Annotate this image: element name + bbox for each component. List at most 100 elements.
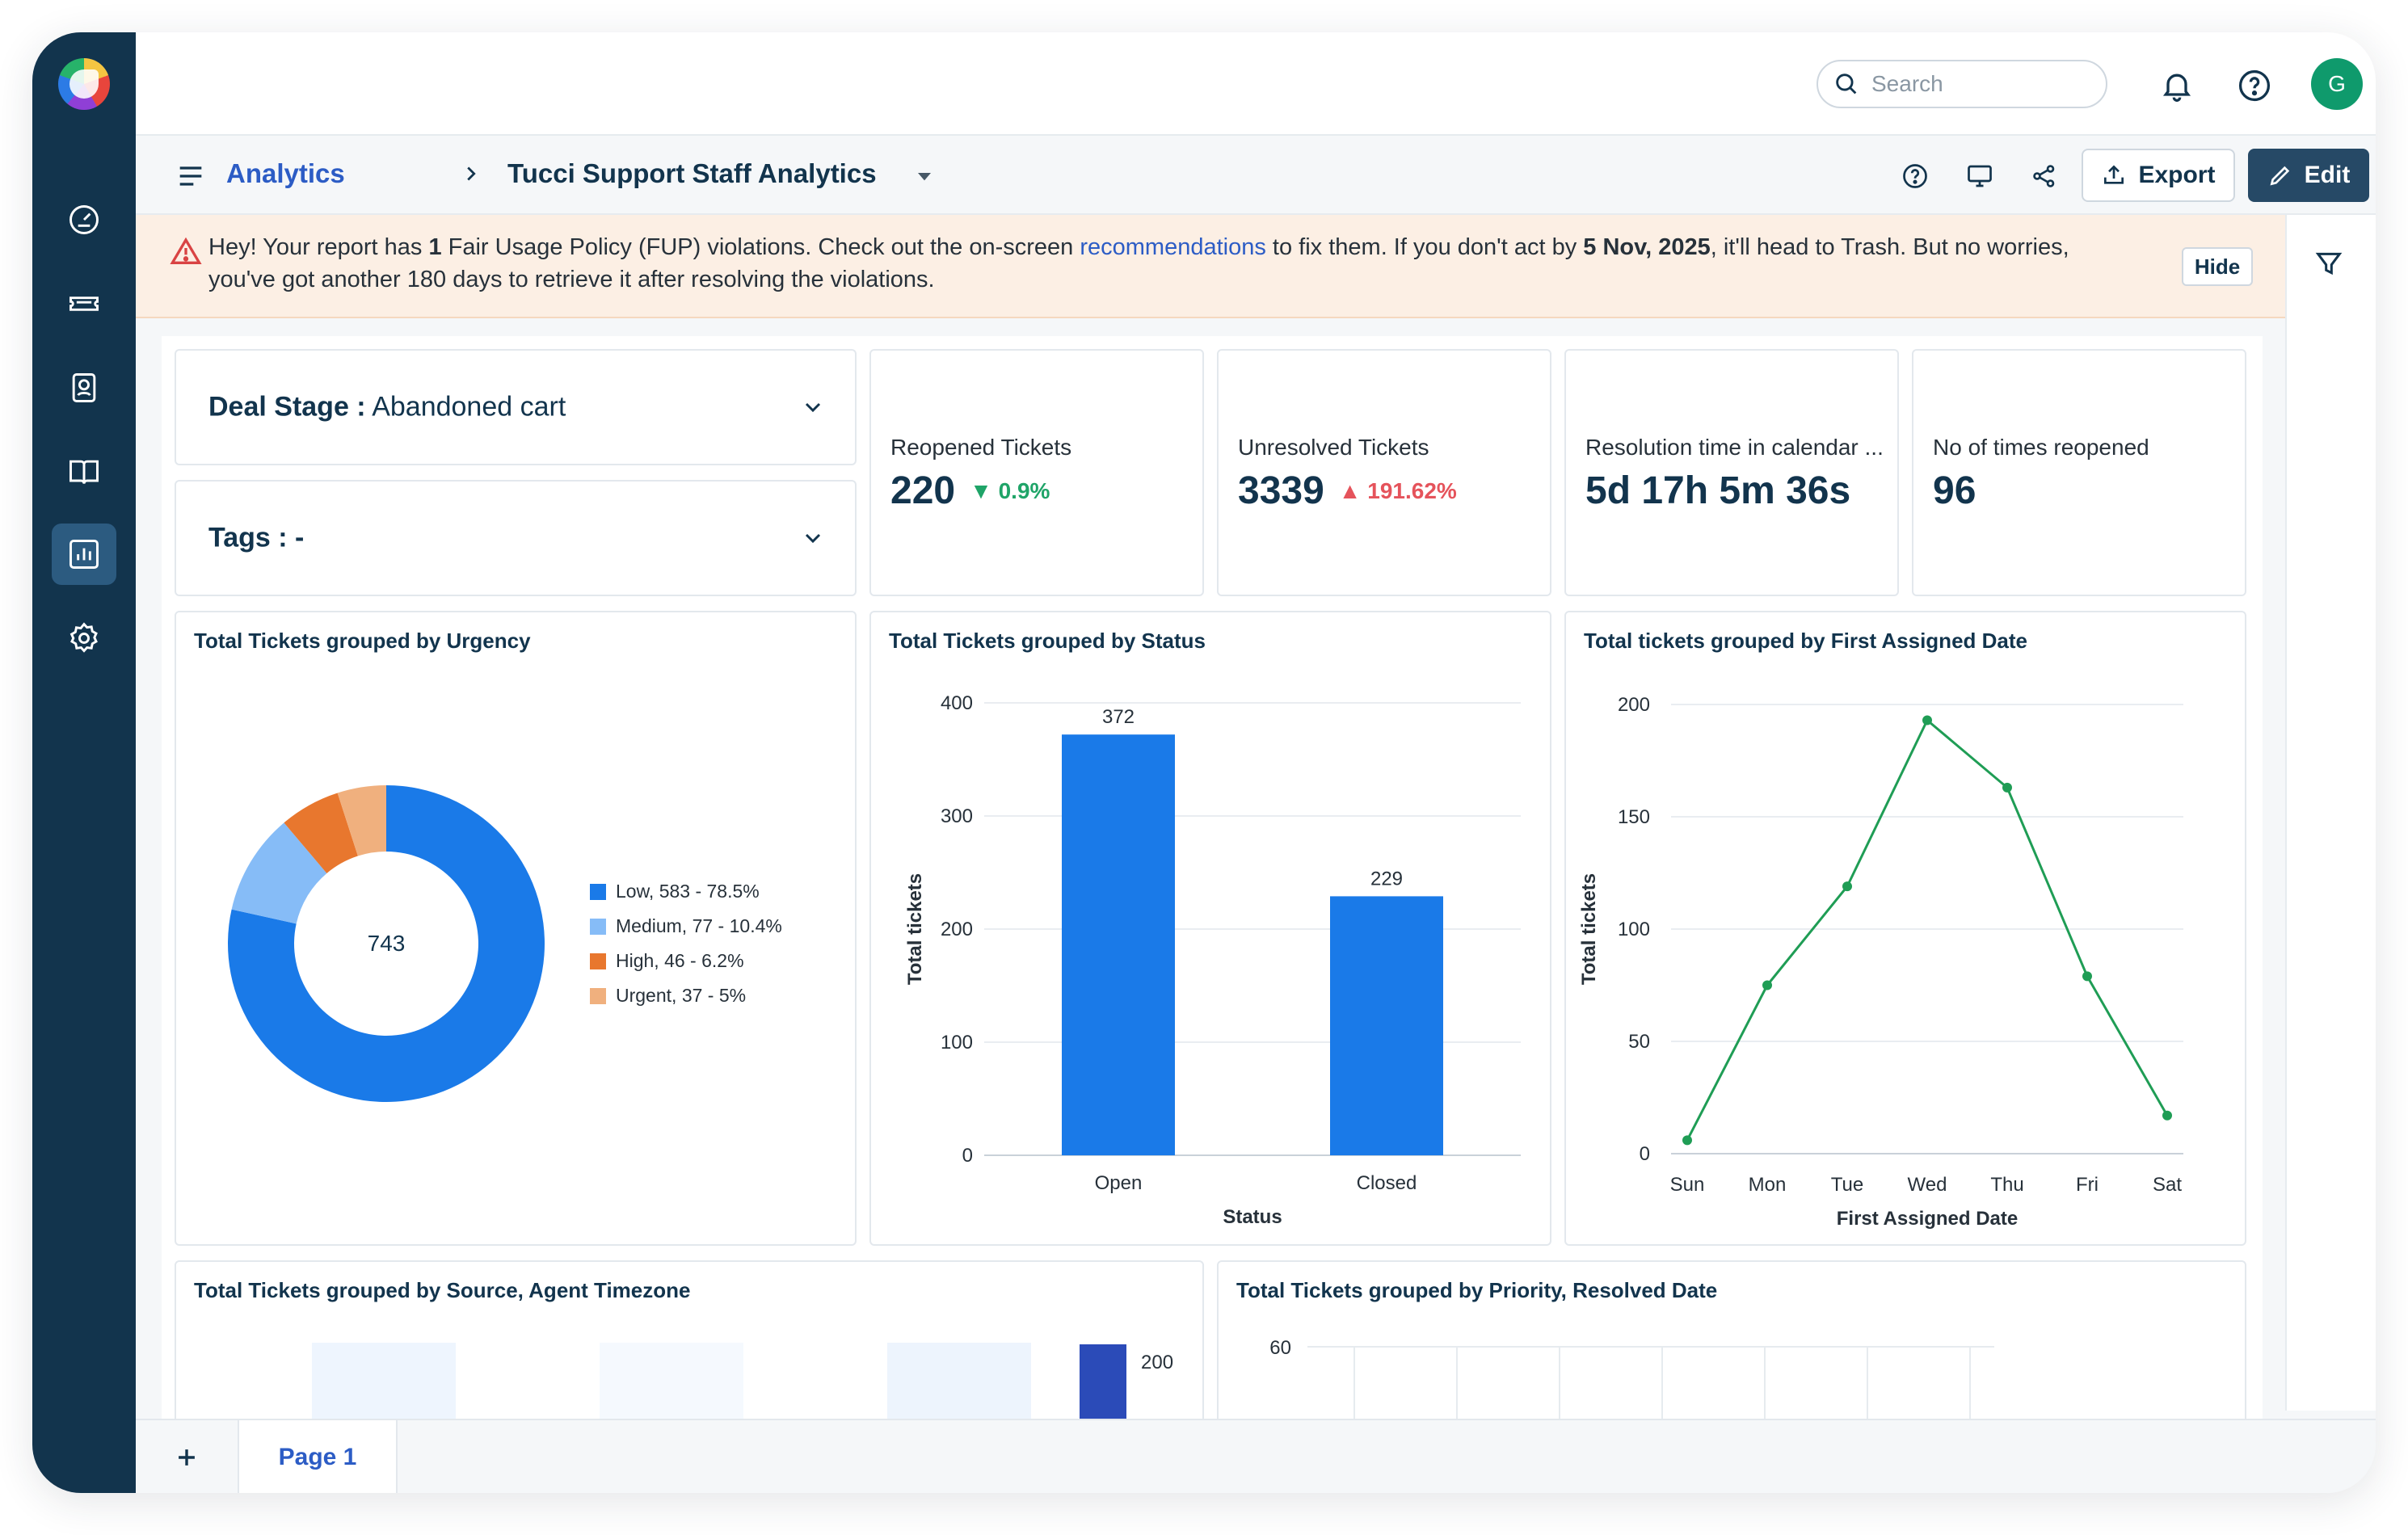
x-tick-label: Sun [1670,1174,1705,1196]
sidebar-item-dashboard[interactable] [52,189,116,250]
share-icon[interactable] [2030,162,2059,191]
legend-swatch [590,953,606,969]
kpi-delta: ▲ 191.62% [1338,478,1457,503]
legend-swatch [590,988,606,1004]
edit-button[interactable]: Edit [2248,149,2369,202]
legend-label: High, 46 - 6.2% [616,950,744,971]
y-tick-label: 60 [1269,1337,1291,1359]
speedometer-icon [69,205,99,234]
legend-swatch [590,919,606,935]
kpi-title: Resolution time in calendar ... [1585,435,1884,460]
tags-label: Tags : - [208,522,305,553]
heatmap-cell [312,1343,456,1419]
first-assigned-chart-card: Total tickets grouped by First Assigned … [1564,611,2246,1246]
contact-card-icon [72,373,96,402]
deal-stage-filter[interactable]: Deal Stage : Abandoned cart [175,349,857,465]
book-icon [69,460,99,484]
first-assigned-line-chart: 0 50 100 150 200 Sun Mon Tue Wed Thu Fri Sat First A… [1578,694,2183,1230]
color-scale-tick: 200 [1141,1352,1173,1373]
priority-resolved-chart: 60 [1269,1337,1994,1419]
sidebar-item-settings[interactable] [52,608,116,669]
hide-banner-button[interactable]: Hide [2182,247,2253,286]
x-tick-label: Tue [1831,1174,1863,1196]
chevron-down-icon [805,402,821,413]
chart-title: Total Tickets grouped by Status [889,629,1206,653]
y-tick-label: 150 [1618,806,1650,828]
x-tick-label: Closed [1357,1172,1417,1194]
plus-icon [179,1449,195,1466]
color-scale-bar [1080,1344,1126,1419]
data-point-thu [2002,782,2012,793]
chart-title: Total tickets grouped by First Assigned … [1584,629,2027,653]
export-button[interactable]: Export [2082,149,2235,202]
sidebar-item-contacts[interactable] [52,357,116,418]
source-timezone-chart-card: Total Tickets grouped by Source, Agent T… [175,1260,1204,1419]
data-point-sun [1682,1135,1692,1146]
y-tick-label: 0 [1640,1143,1650,1165]
chart-title: Total Tickets grouped by Priority, Resol… [1236,1278,1718,1302]
chart-title: Total Tickets grouped by Source, Agent T… [194,1278,691,1302]
status-bar-chart: 0 100 200 300 400 372 Open 229 Closed Status Total… [904,692,1521,1228]
y-tick-label: 100 [1618,919,1650,940]
bell-icon[interactable] [2159,68,2195,103]
y-tick-label: 50 [1628,1031,1650,1053]
x-tick-label: Fri [2076,1174,2099,1196]
add-page-button[interactable] [136,1420,239,1493]
recommendations-link[interactable]: recommendations [1080,234,1266,260]
x-axis-label: Status [1223,1206,1282,1228]
status-chart-card: Total Tickets grouped by Status 0 100 200 3… [869,611,1551,1246]
data-point-fri [2082,971,2092,982]
hamburger-menu-icon[interactable] [175,160,207,192]
deal-stage-label: Deal Stage : Abandoned cart [208,391,566,423]
kpi-value: 220 ▼ 0.9% [890,469,1050,512]
search-icon [1836,74,1857,95]
ticket-icon [69,296,99,311]
bar-closed [1330,896,1443,1155]
gear-icon [69,622,98,653]
legend-swatch [590,884,606,900]
kpi-title: No of times reopened [1933,435,2149,460]
data-point-sat [2162,1110,2172,1121]
filter-icon[interactable] [2313,247,2345,280]
caret-down-icon[interactable] [911,163,937,189]
donut-slice-high [284,793,358,873]
data-label: 372 [1102,706,1135,728]
analytics-icon [69,540,99,569]
x-axis-label: First Assigned Date [1837,1208,2019,1230]
search-input[interactable] [1871,71,2082,97]
kpi-title: Unresolved Tickets [1238,435,1429,460]
monitor-icon[interactable] [1965,162,1994,191]
kpi-reopened-tickets: Reopened Tickets 220 ▼ 0.9% [869,349,1204,596]
donut-slice-low [228,785,545,1102]
breadcrumb-analytics[interactable]: Analytics [226,158,345,188]
kpi-delta: ▼ 0.9% [970,478,1050,503]
y-axis-label: Total tickets [904,873,926,985]
bar-open [1062,734,1175,1155]
avatar[interactable]: G [2311,58,2363,110]
tab-page-1[interactable]: Page 1 [239,1420,398,1493]
app-logo[interactable] [58,58,110,110]
x-tick-label: Mon [1749,1174,1787,1196]
help-icon[interactable] [2237,68,2272,103]
search-box[interactable] [1817,60,2107,108]
data-label: 229 [1370,868,1403,889]
x-tick-label: Wed [1908,1174,1947,1196]
y-axis-label: Total tickets [1578,873,1600,985]
urgency-donut-chart: 743 Low, 583 - 78.5% Medium, 77 - 10.4% Hig… [228,785,782,1102]
source-timezone-heatmap: 200 [312,1343,1173,1419]
tags-filter[interactable]: Tags : - [175,480,857,596]
help-icon[interactable] [1901,162,1930,191]
sidebar-item-tickets[interactable] [52,273,116,334]
x-tick-label: Open [1095,1172,1143,1194]
pencil-icon [2270,166,2289,186]
y-tick-label: 200 [941,919,973,940]
legend-label: Urgent, 37 - 5% [616,985,746,1006]
sidebar-item-knowledge-base[interactable] [52,441,116,503]
export-label: Export [2138,162,2216,188]
top-bar: G [136,32,2376,136]
chevron-right-icon [467,166,476,181]
sidebar-item-analytics[interactable] [52,524,116,585]
priority-resolved-chart-card: Total Tickets grouped by Priority, Resol… [1217,1260,2246,1419]
series-line [1686,718,2169,1142]
urgency-chart-card: Total Tickets grouped by Urgency 743 Low,… [175,611,857,1246]
